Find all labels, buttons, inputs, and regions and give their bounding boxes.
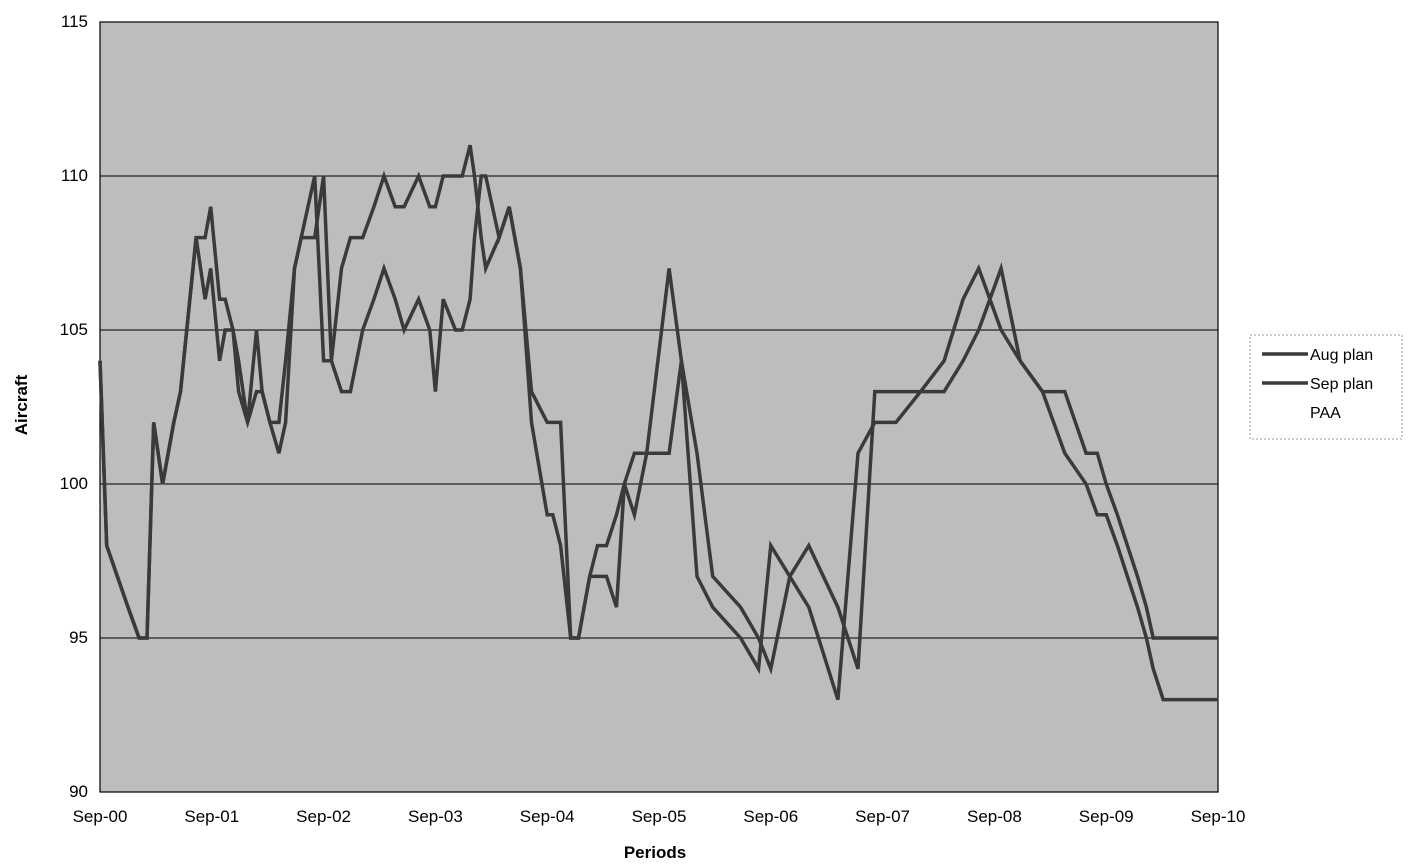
- x-tick-label: Sep-04: [520, 807, 575, 826]
- x-axis-title: Periods: [624, 843, 686, 862]
- x-tick-label: Sep-09: [1079, 807, 1134, 826]
- y-tick-label: 95: [69, 628, 88, 647]
- x-tick-label: Sep-01: [184, 807, 239, 826]
- x-tick-label: Sep-07: [855, 807, 910, 826]
- series-layer: [98, 144, 1218, 702]
- y-tick-label: 105: [60, 320, 88, 339]
- legend-label-2: Sep plan: [1310, 376, 1373, 393]
- legend-label-1: Aug plan: [1310, 347, 1373, 364]
- y-tick-label: 100: [60, 474, 88, 493]
- x-axis-ticks: Sep-00 Sep-01 Sep-02 Sep-03 Sep-04 Sep-05 Sep-…: [73, 807, 1246, 826]
- x-tick-label: Sep-06: [743, 807, 798, 826]
- series-line-2: [98, 144, 1218, 702]
- legend: Aug plan Sep plan PAA: [1249, 334, 1403, 440]
- gridlines: [100, 21, 1218, 639]
- x-tick-label: Sep-05: [632, 807, 687, 826]
- y-axis-ticks: 90 95 100 105 110 115: [60, 12, 88, 801]
- x-tick-label: Sep-02: [296, 807, 351, 826]
- y-tick-label: 115: [61, 12, 88, 31]
- x-tick-label: Sep-03: [408, 807, 463, 826]
- x-tick-label: Sep-08: [967, 807, 1022, 826]
- y-axis-title: Aircraft: [12, 374, 31, 435]
- x-tick-label: Sep-00: [73, 807, 128, 826]
- y-tick-label: 90: [69, 782, 88, 801]
- x-tick-label: Sep-10: [1191, 807, 1246, 826]
- y-tick-label: 110: [61, 166, 88, 185]
- legend-label-3: PAA: [1310, 405, 1341, 422]
